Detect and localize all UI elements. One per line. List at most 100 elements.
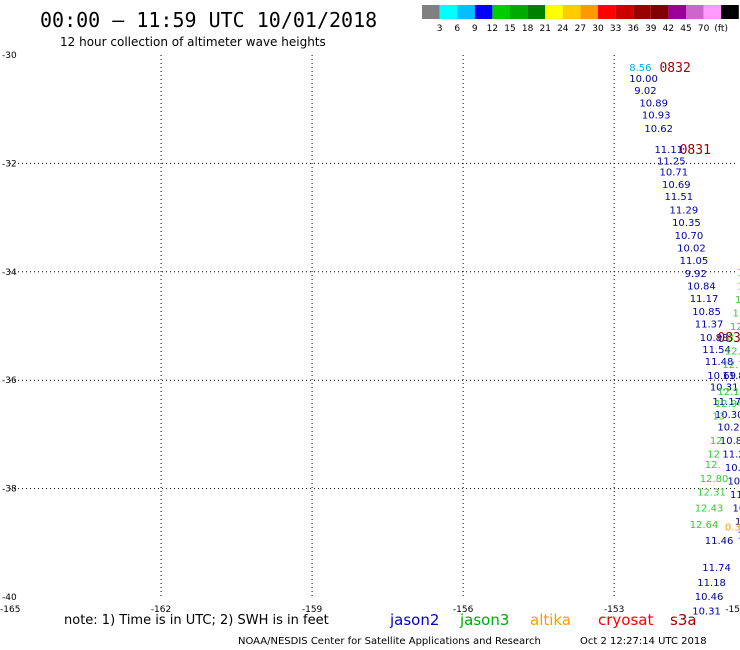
swh-jason3-label: 12 (707, 449, 720, 460)
y-tick-label: -36 (2, 376, 17, 386)
colorbar-swatch (686, 5, 704, 19)
colorbar-swatch (545, 5, 563, 19)
x-tick-label: -159 (302, 605, 323, 615)
x-tick-label: -165 (0, 605, 20, 615)
swh-altika-label: 0.337 (725, 523, 740, 534)
swh-jason2-label: 11.54 (702, 345, 731, 356)
x-tick-label: -15 (725, 605, 740, 615)
colorbar-label: 39 (645, 24, 657, 34)
colorbar-swatch (439, 5, 458, 19)
swh-jason2-label: 10.24 (717, 422, 740, 433)
y-tick-label: -30 (2, 51, 17, 61)
colorbar-label: 9 (472, 24, 478, 34)
swh-jason3-label: 12. (705, 460, 721, 471)
swh-jason3-label: 12.11 (725, 346, 740, 357)
colorbar-label: 45 (680, 24, 691, 34)
swh-jason2-label: 11.16 (730, 490, 740, 501)
swh-jason2-label: 10.35 (672, 218, 701, 229)
swh-jason2-label: 10.84 (687, 281, 716, 292)
legend-altika: altika (530, 611, 571, 629)
swh-jason2-label: 10.46 (695, 592, 724, 603)
swh-jason2-label: 10.69 (662, 180, 691, 191)
colorbar-label: 21 (539, 24, 550, 34)
data-points: 8.5610.009.0210.8910.9310.6211.1111.2510… (629, 63, 740, 618)
swh-jason2-label: 11.27 (722, 449, 740, 460)
pass-time-label: 0830 (717, 331, 740, 346)
colorbar-swatch (580, 5, 598, 19)
swh-jason3-label: 13.3 (732, 308, 740, 319)
time-annotations: 0832 0831 0830 (659, 61, 740, 346)
swh-jason2-label: 11.11 (654, 145, 683, 156)
swh-jason3-label: 12.73 (722, 360, 740, 371)
colorbar-label: 27 (575, 24, 586, 34)
swh-jason2-label: 10.31 (710, 383, 739, 394)
y-tick-label: -38 (2, 485, 17, 495)
swh-jason3-label: 12.17 (717, 387, 740, 398)
colorbar-label: 24 (557, 24, 569, 34)
swh-jason2-label: 10.69 (707, 371, 736, 382)
swh-jason2-label: 10.25 (732, 504, 740, 515)
colorbar-label: 33 (610, 24, 621, 34)
swh-jason3-label: 12.31 (697, 487, 726, 498)
colorbar-swatch (633, 5, 651, 19)
swh-jason3-label: 13.2 (735, 295, 740, 306)
y-tick-label: -32 (2, 159, 17, 169)
swh-jason2-label: 9.02 (634, 86, 656, 97)
colorbar-label: 70 (698, 24, 710, 34)
swh-jason2-label: 11.05 (680, 256, 709, 267)
swh-jason2-label: 11.46 (705, 536, 734, 547)
swh-jason2-label: 11.87 (722, 371, 740, 382)
swh-jason3-label: 12.94 (715, 399, 740, 410)
legend-jason2: jason2 (389, 611, 439, 629)
chart-title: 00:00 – 11:59 UTC 10/01/2018 (40, 8, 377, 32)
colorbar-swatch (562, 5, 581, 19)
swh-jason3-label: 8 (727, 333, 733, 344)
swh-jason2-label: 11.25 (657, 157, 686, 168)
swh-jason2-label: 11.18 (697, 578, 726, 589)
timestamp: Oct 2 12:27:14 UTC 2018 (580, 636, 707, 647)
chart-subtitle: 12 hour collection of altimeter wave hei… (60, 35, 326, 49)
swh-jason3-label: 13 (712, 411, 725, 422)
swh-jason2-label: 10.80 (727, 476, 740, 487)
x-tick-label: -156 (453, 605, 474, 615)
swh-jason2-label: 10.76 (725, 463, 740, 474)
swh-jason2-label: 10.02 (677, 243, 706, 254)
swh-jason2-label: 10.18 (738, 531, 740, 542)
x-tick-label: -153 (604, 605, 624, 615)
swh-jason2-label: 11.17 (712, 397, 740, 408)
swh-jason3-label: 12.43 (695, 504, 724, 515)
legend-cryosat: cryosat (598, 611, 653, 629)
swh-jason2-label: 11.37 (695, 319, 724, 330)
grid (10, 55, 735, 597)
colorbar-swatch (668, 5, 686, 19)
swh-jason2-label: 11.29 (670, 205, 699, 216)
colorbar-label: 3 (437, 24, 443, 34)
swh-jason2-label: 10.31 (692, 607, 721, 618)
swh-jason2-label: 11.17 (690, 294, 719, 305)
x-tick-label: -162 (151, 605, 171, 615)
colorbar-swatch (422, 5, 440, 19)
colorbar-label: 30 (592, 24, 604, 34)
colorbar-label: 15 (504, 24, 515, 34)
colorbar-swatch (492, 5, 510, 19)
swh-jason2-label: 10.30 (715, 410, 740, 421)
swh-jason2-label: 8.56 (629, 63, 651, 74)
swh-jason3-label: 12.58 (730, 322, 740, 333)
colorbar-label: 18 (522, 24, 534, 34)
swh-jason2-label: 10.62 (644, 124, 673, 135)
swh-jason2-label: 11.74 (702, 563, 731, 574)
swh-jason2-label: 10.93 (642, 111, 671, 122)
swh-jason2-label: 10.70 (675, 231, 704, 242)
y-tick-label: -40 (2, 593, 17, 603)
credit-text: NOAA/NESDIS Center for Satellite Applica… (238, 636, 541, 647)
colorbar-swatch (474, 5, 493, 19)
colorbar-swatch (615, 5, 634, 19)
colorbar-label: (ft) (714, 24, 728, 34)
colorbar-swatch (527, 5, 546, 19)
y-tick-label: -34 (2, 268, 17, 278)
swh-jason2-label: 10.00 (629, 74, 658, 85)
colorbar-label: 6 (454, 24, 460, 34)
swh-jason2-label: 10.93 (735, 517, 740, 528)
colorbar-label: 42 (663, 24, 674, 34)
